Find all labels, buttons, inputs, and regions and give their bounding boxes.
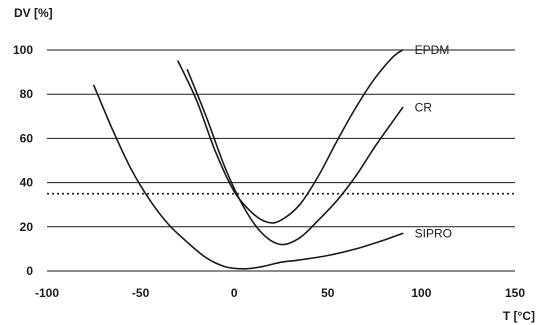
grid xyxy=(47,49,515,272)
y-tick-label: 60 xyxy=(20,131,34,145)
y-tick-label: 100 xyxy=(13,43,33,57)
series-line-epdm xyxy=(177,49,404,224)
series-label-epdm: EPDM xyxy=(415,43,450,57)
x-tick-label: 150 xyxy=(505,286,525,300)
axis-group: 0 20 40 60 80 100 -100 -50 0 50 100 150 xyxy=(13,43,525,300)
y-tick-label: 40 xyxy=(20,176,34,190)
y-tick-label: 80 xyxy=(20,87,34,101)
series-group: EPDM CR SIPRO xyxy=(93,43,452,270)
y-tick-label: 20 xyxy=(20,220,34,234)
x-tick-label: 0 xyxy=(231,286,238,300)
series-label-cr: CR xyxy=(415,100,433,114)
y-tick-label: 0 xyxy=(26,264,33,278)
x-tick-label: 100 xyxy=(411,286,431,300)
x-tick-label: -100 xyxy=(35,286,59,300)
x-tick-label: -50 xyxy=(132,286,150,300)
x-tick-label: 50 xyxy=(321,286,335,300)
series-line-cr xyxy=(186,69,404,246)
series-line-sipro xyxy=(93,84,404,270)
y-axis-label: DV [%] xyxy=(14,6,53,20)
x-axis-label: T [°C] xyxy=(503,309,535,323)
series-label-sipro: SIPRO xyxy=(415,226,452,240)
